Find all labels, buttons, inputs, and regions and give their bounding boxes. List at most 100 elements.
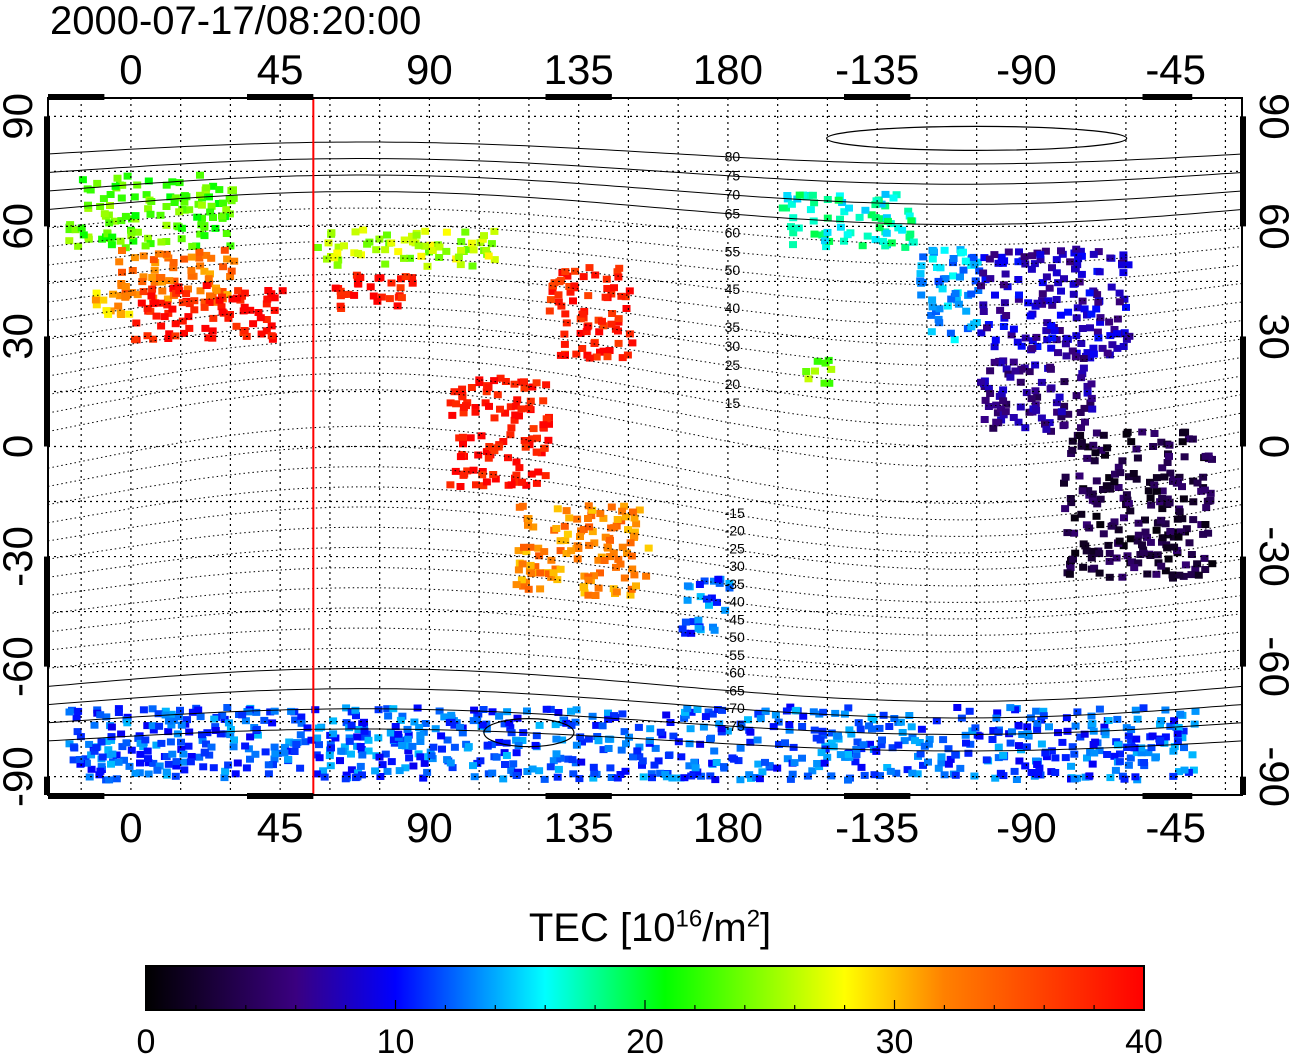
- tec-cell: [1086, 354, 1095, 362]
- tec-cell: [651, 744, 660, 752]
- tec-cell: [736, 776, 745, 784]
- tec-cell: [458, 729, 467, 737]
- tec-cell: [609, 549, 618, 557]
- tec-cell: [626, 591, 635, 599]
- tec-cell: [566, 288, 575, 296]
- tec-cell: [1069, 555, 1077, 563]
- tec-cell: [946, 755, 955, 763]
- tec-cell: [240, 327, 249, 334]
- tec-cell: [128, 267, 137, 274]
- tec-cell: [540, 444, 549, 452]
- tec-cell: [1041, 420, 1049, 428]
- tec-cell: [935, 305, 944, 313]
- tec-cell: [445, 719, 454, 726]
- tec-cell: [139, 273, 148, 281]
- lat-tick-left: -60: [0, 636, 41, 697]
- tec-cell: [334, 256, 343, 264]
- tec-cell: [1089, 250, 1098, 258]
- tec-cell: [1073, 261, 1082, 269]
- tec-cell: [1060, 275, 1068, 283]
- tec-cell: [141, 736, 150, 744]
- contour-label: -50: [725, 629, 745, 645]
- tec-cell: [628, 508, 637, 516]
- tec-cell: [789, 214, 798, 222]
- contour-line: [48, 141, 1242, 165]
- tec-cell: [65, 740, 74, 748]
- tec-cell: [484, 383, 493, 391]
- tec-cell: [136, 739, 145, 747]
- tec-cell: [845, 204, 853, 212]
- tec-cell: [995, 392, 1004, 400]
- tec-cell: [961, 257, 970, 265]
- map-edge-bars: [44, 94, 1246, 799]
- tec-cell: [823, 228, 832, 236]
- tec-cell: [358, 733, 367, 741]
- tec-cell: [1054, 349, 1062, 357]
- tec-cell: [501, 761, 509, 768]
- tec-cell: [1053, 408, 1062, 416]
- tec-cell: [375, 753, 384, 761]
- tec-cell: [144, 770, 153, 778]
- tec-cell: [354, 249, 363, 257]
- tec-cell: [115, 292, 124, 300]
- tec-cell: [520, 543, 528, 551]
- tec-cell: [75, 756, 84, 763]
- tec-cell: [478, 235, 487, 243]
- tec-cell: [396, 284, 405, 292]
- tec-cell: [827, 739, 836, 747]
- tec-cell: [290, 748, 299, 755]
- tec-cell: [539, 421, 548, 429]
- tec-cell: [324, 239, 333, 247]
- tec-cell: [656, 769, 665, 777]
- tec-cell: [584, 591, 593, 599]
- tec-cell: [222, 230, 231, 237]
- tec-cell: [456, 453, 465, 461]
- tec-cell: [881, 190, 890, 198]
- lon-tick-top: 45: [257, 46, 304, 93]
- tec-cell: [577, 758, 586, 766]
- tec-cell: [603, 353, 612, 361]
- tec-cell: [269, 761, 277, 769]
- tec-cell: [134, 734, 143, 742]
- tec-cell: [514, 566, 523, 574]
- tec-cell: [165, 277, 174, 285]
- tec-cell: [184, 742, 193, 750]
- tec-cell: [585, 354, 594, 362]
- tec-cell: [1175, 768, 1183, 776]
- tec-cell: [596, 510, 605, 517]
- lon-tick-bottom: 135: [544, 804, 614, 851]
- tec-cell: [610, 524, 619, 532]
- tec-cell: [1083, 349, 1092, 357]
- tec-cell: [381, 260, 390, 268]
- tec-cell: [656, 728, 665, 736]
- tec-cell: [148, 274, 157, 281]
- tec-cell: [753, 736, 762, 744]
- tec-cell: [1009, 358, 1018, 366]
- tec-cell: [214, 200, 223, 207]
- tec-cell: [1084, 443, 1093, 451]
- tec-cell: [479, 482, 488, 490]
- tec-cell: [376, 274, 385, 282]
- tec-cell: [260, 716, 269, 724]
- tec-cell: [845, 726, 854, 734]
- tec-cell: [112, 775, 121, 783]
- tec-cell: [1095, 569, 1104, 577]
- tec-cell: [906, 230, 915, 238]
- tec-cell: [999, 751, 1008, 759]
- tec-cell: [202, 251, 211, 259]
- tec-cell: [333, 261, 342, 269]
- tec-cell: [1130, 564, 1139, 572]
- tec-cell: [1103, 349, 1112, 357]
- tec-cell: [1012, 776, 1021, 783]
- tec-cell: [224, 314, 233, 322]
- tec-cell: [806, 206, 815, 214]
- tec-cell: [200, 232, 209, 240]
- tec-cell: [385, 295, 394, 303]
- tec-cell: [511, 402, 520, 410]
- tec-cell: [408, 279, 417, 287]
- tec-cell: [485, 402, 493, 410]
- tec-cell: [1179, 429, 1187, 437]
- tec-cell: [1161, 567, 1170, 575]
- lat-tick-right: 60: [1251, 203, 1292, 250]
- tec-cell: [1006, 704, 1015, 712]
